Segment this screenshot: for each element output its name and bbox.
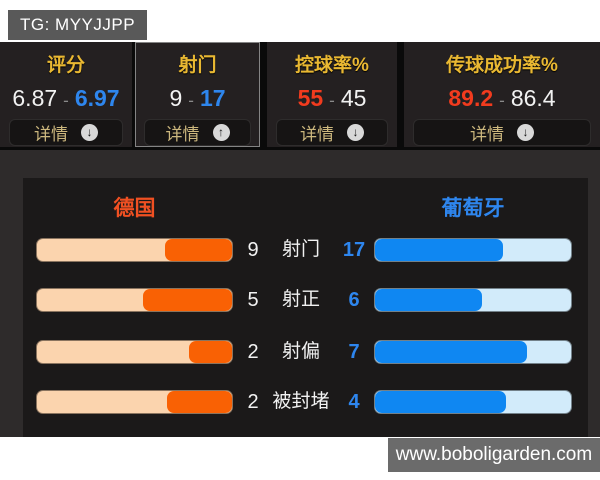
home-value: 6.87 xyxy=(12,85,58,111)
card-values: 9 - 17 xyxy=(169,85,225,112)
top-strip: TG: MYYJJPP xyxy=(0,0,600,42)
up-arrow-icon: ↑ xyxy=(212,124,230,141)
details-label: 详情 xyxy=(34,125,68,144)
home-stat-value: 2 xyxy=(247,341,259,363)
card-values: 55 - 45 xyxy=(298,85,367,112)
value-separator: - xyxy=(499,91,505,110)
home-bar-track xyxy=(36,288,233,312)
comparison-row: 9 射门 17 xyxy=(23,238,588,262)
home-team-name: 德国 xyxy=(113,197,156,220)
stat-label: 射偏 xyxy=(281,341,320,362)
card-values: 89.2 - 86.4 xyxy=(448,85,555,112)
away-bar-track xyxy=(374,238,572,262)
details-button[interactable]: 详情 ↓ xyxy=(9,119,123,146)
away-stat-value: 6 xyxy=(348,289,360,311)
card-title: 评分 xyxy=(46,55,85,76)
comparison-section: 德国 葡萄牙 9 射门 17 5 射正 6 xyxy=(0,150,600,437)
bottom-strip: www.boboligarden.com xyxy=(0,437,600,480)
details-button[interactable]: 详情 ↑ xyxy=(144,119,251,146)
home-bar-track xyxy=(36,238,233,262)
stat-cards-row: 评分 6.87 - 6.97 详情 ↓ 射门 9 - 17 详情 ↑ 控球率% … xyxy=(0,42,600,150)
stat-label: 射门 xyxy=(281,239,320,260)
home-value: 55 xyxy=(297,85,324,111)
card-values: 6.87 - 6.97 xyxy=(12,85,119,112)
down-arrow-icon: ↓ xyxy=(81,124,98,141)
down-arrow-icon: ↓ xyxy=(347,124,364,141)
details-button[interactable]: 详情 ↓ xyxy=(276,119,388,146)
away-value: 6.97 xyxy=(74,85,120,111)
away-bar-fill xyxy=(375,239,504,261)
value-separator: - xyxy=(329,91,335,110)
away-value: 45 xyxy=(340,85,367,111)
home-bar-fill xyxy=(167,391,232,413)
card-title: 控球率% xyxy=(295,55,369,76)
details-label: 详情 xyxy=(300,125,334,144)
away-bar-fill xyxy=(375,289,482,311)
away-value: 17 xyxy=(199,85,226,111)
home-stat-value: 9 xyxy=(247,239,259,261)
details-label: 详情 xyxy=(165,125,200,144)
home-bar-fill xyxy=(143,289,232,311)
away-bar-fill xyxy=(375,341,528,363)
home-stat-value: 2 xyxy=(247,391,259,413)
stat-card-rating[interactable]: 评分 6.87 - 6.97 详情 ↓ xyxy=(0,42,132,147)
away-stat-value: 17 xyxy=(342,239,366,261)
card-title: 传球成功率% xyxy=(446,55,558,76)
home-bar-track xyxy=(36,340,233,364)
stat-label: 射正 xyxy=(281,289,320,310)
home-stat-value: 5 xyxy=(247,289,259,311)
tg-badge: TG: MYYJJPP xyxy=(8,10,148,40)
comparison-row: 5 射正 6 xyxy=(23,288,588,312)
stat-card-possession[interactable]: 控球率% 55 - 45 详情 ↓ xyxy=(267,42,397,147)
value-separator: - xyxy=(188,91,194,110)
stat-card-shots[interactable]: 射门 9 - 17 详情 ↑ xyxy=(135,42,260,147)
watermark: www.boboligarden.com xyxy=(388,438,600,472)
away-bar-fill xyxy=(375,391,506,413)
away-stat-value: 4 xyxy=(348,391,360,413)
stat-card-pass-success[interactable]: 传球成功率% 89.2 - 86.4 详情 ↓ xyxy=(404,42,600,147)
home-bar-fill xyxy=(188,341,232,363)
down-arrow-icon: ↓ xyxy=(517,124,534,141)
comparison-panel: 德国 葡萄牙 9 射门 17 5 射正 6 xyxy=(23,178,588,437)
comparison-row: 2 被封堵 4 xyxy=(23,390,588,414)
home-bar-fill xyxy=(164,239,232,261)
away-stat-value: 7 xyxy=(348,341,360,363)
details-button[interactable]: 详情 ↓ xyxy=(413,119,591,146)
away-bar-track xyxy=(374,288,572,312)
value-separator: - xyxy=(63,91,69,110)
home-bar-track xyxy=(36,390,233,414)
home-value: 89.2 xyxy=(448,85,494,111)
away-bar-track xyxy=(374,390,572,414)
away-team-name: 葡萄牙 xyxy=(441,197,505,220)
stat-label: 被封堵 xyxy=(272,391,330,412)
away-value: 86.4 xyxy=(510,85,556,111)
comparison-row: 2 射偏 7 xyxy=(23,340,588,364)
card-title: 射门 xyxy=(178,55,217,76)
away-bar-track xyxy=(374,340,572,364)
details-label: 详情 xyxy=(470,125,504,144)
home-value: 9 xyxy=(169,85,183,111)
